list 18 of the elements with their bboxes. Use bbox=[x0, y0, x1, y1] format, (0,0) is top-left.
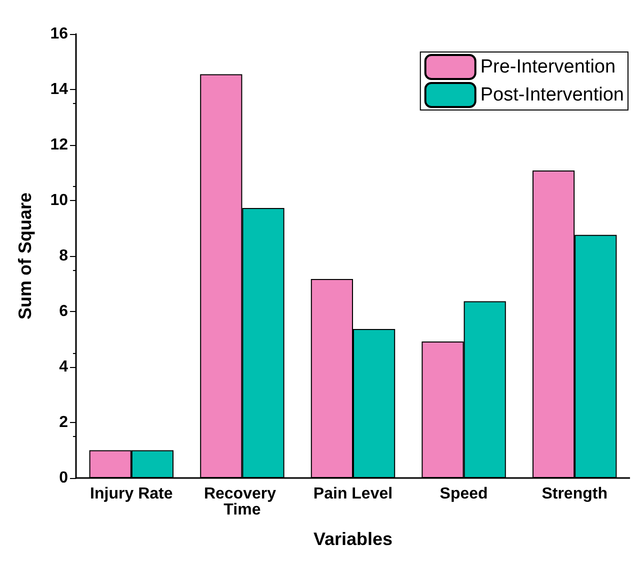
x-tick-label: Strength bbox=[542, 486, 608, 502]
x-tick-label: Injury Rate bbox=[90, 486, 173, 502]
x-tick-label: Pain Level bbox=[313, 486, 393, 502]
y-tick-label: 8 bbox=[59, 248, 68, 264]
y-axis-title: Sum of Square bbox=[15, 192, 35, 320]
x-tick-label: Recovery Time bbox=[204, 486, 280, 518]
y-tick-label: 6 bbox=[59, 303, 68, 320]
x-tick-label: Speed bbox=[440, 486, 488, 502]
legend-label: Post-Intervention bbox=[480, 84, 624, 106]
legend-label: Pre-Intervention bbox=[480, 56, 616, 78]
y-tick-label: 12 bbox=[50, 136, 68, 154]
y-tick-label: 10 bbox=[50, 192, 68, 209]
y-tick-label: 16 bbox=[50, 26, 68, 42]
y-tick-label: 4 bbox=[59, 358, 68, 376]
x-axis-title: Variables bbox=[313, 529, 393, 549]
y-tick-label: 2 bbox=[59, 414, 68, 431]
y-tick-label: 14 bbox=[50, 81, 68, 98]
y-tick-label: 0 bbox=[59, 470, 68, 486]
